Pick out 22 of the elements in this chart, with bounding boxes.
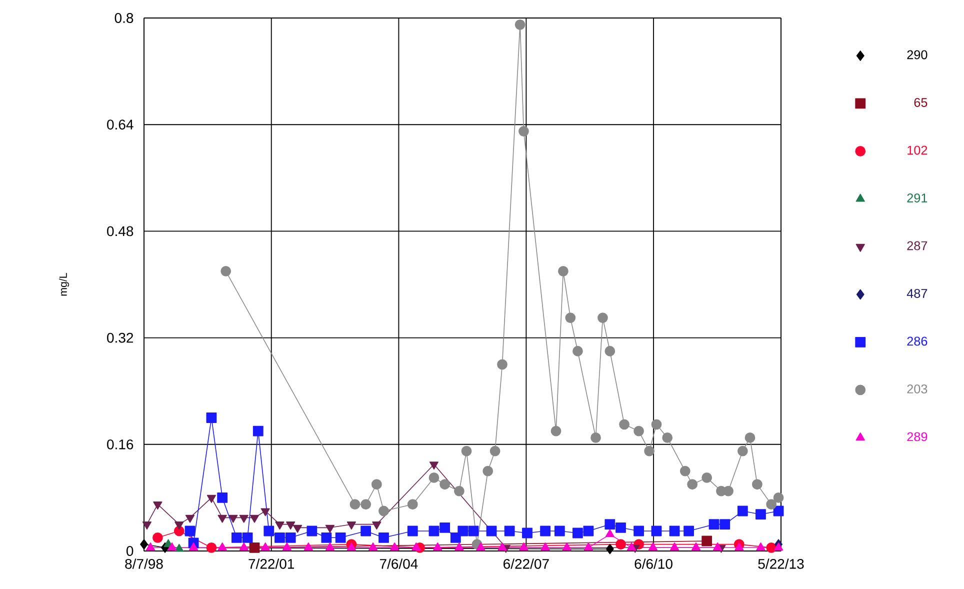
x-tick-label: 7/22/01 <box>248 558 294 569</box>
y-tick-label: 0.8 <box>114 13 134 23</box>
text: 102 <box>908 146 928 155</box>
y-tick-label: 0 <box>126 546 134 556</box>
text: 287 <box>907 241 928 250</box>
text: 289 <box>907 432 928 442</box>
x-tick-label: 5/22/13 <box>758 558 804 569</box>
y-axis-title: mg/L <box>59 272 70 296</box>
text: 203 <box>907 384 928 394</box>
text: 286 <box>907 336 928 346</box>
text: 65 <box>914 98 928 107</box>
y-tick-label: 0.64 <box>107 120 134 130</box>
y-tick-label: 0.48 <box>107 226 134 236</box>
x-tick-label: 7/6/04 <box>380 558 418 569</box>
text: 291 <box>907 193 928 202</box>
x-tick-label: 6/22/07 <box>504 558 549 569</box>
y-tick-label: 0.32 <box>107 332 134 343</box>
text: 487 <box>906 288 928 298</box>
y-tick-label: 0.16 <box>107 439 134 450</box>
text: 290 <box>907 50 928 60</box>
x-tick-label: 8/7/98 <box>125 558 163 569</box>
x-tick-label: 6/6/10 <box>634 558 672 569</box>
